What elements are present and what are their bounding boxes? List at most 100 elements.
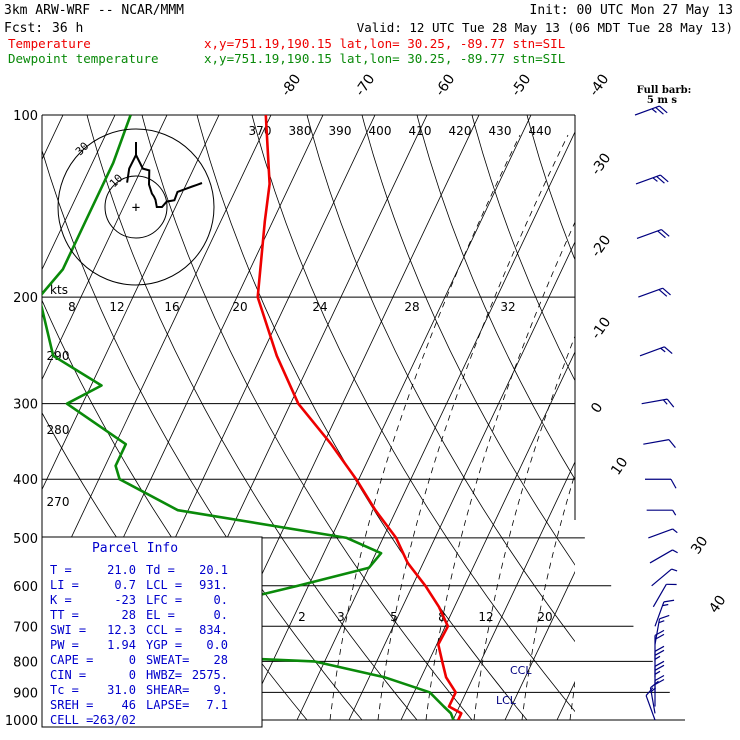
kts-value: 32	[500, 300, 515, 314]
barb-flag	[659, 105, 668, 114]
wind-barb	[654, 599, 675, 627]
barb-half	[671, 568, 678, 572]
barb-half	[650, 687, 656, 693]
isotherm-label: -50	[508, 71, 534, 99]
barb-half	[654, 670, 661, 675]
kts-value: 12	[109, 300, 124, 314]
barb-flag	[654, 664, 665, 671]
parcel-info-cell: HWBZ=	[146, 668, 182, 682]
barb-half	[654, 655, 661, 660]
barb-flag	[660, 174, 669, 183]
theta-label: 410	[409, 124, 432, 138]
isotherm-label: 30	[688, 534, 711, 558]
barb-staff	[649, 687, 656, 714]
parcel-info-cell: -23	[114, 593, 136, 607]
pressure-label: 400	[13, 473, 38, 488]
parcel-info-cell: 9.	[214, 683, 228, 697]
kts-value: 20	[232, 300, 247, 314]
wind-barbs	[634, 105, 678, 721]
barb-flag	[654, 633, 665, 640]
valid-time: Valid: 12 UTC Tue 28 May 13 (06 MDT Tue …	[357, 20, 733, 35]
parcel-info-cell: 28	[214, 653, 228, 667]
parcel-info-title: Parcel Info	[92, 541, 178, 556]
wind-barb	[638, 287, 671, 298]
barb-staff	[643, 439, 670, 445]
parcel-info-cell: SWEAT=	[146, 653, 189, 667]
hodograph: +30 10	[57, 128, 215, 286]
kts-value: 8	[68, 300, 76, 314]
dewpoint-legend-label: Dewpoint temperature	[8, 51, 159, 66]
pressure-label: 1000	[5, 714, 38, 729]
isotherm	[556, 680, 575, 720]
mixing-ratio-label: 12	[478, 610, 493, 624]
moist-adiabat	[569, 681, 575, 720]
parcel-info-cell: K =	[50, 593, 72, 607]
barb-flag	[655, 107, 664, 115]
barb-flag	[654, 660, 665, 667]
lcl-annotation: LCL	[496, 694, 517, 707]
barb-flag	[645, 687, 654, 696]
barb-flag	[659, 614, 670, 620]
isotherm	[42, 115, 116, 271]
barb-staff	[654, 601, 665, 627]
theta-label: 440	[529, 124, 552, 138]
parcel-info-cell: EL =	[146, 608, 175, 622]
sounding-traces	[42, 115, 463, 720]
moist-adiabat	[473, 335, 575, 720]
moist-adiabat	[521, 472, 575, 720]
wind-barb	[654, 674, 665, 707]
hodograph-inner-ring	[104, 175, 168, 239]
barb-flag	[657, 230, 666, 239]
barb-flag	[666, 583, 677, 586]
wind-barb	[643, 439, 676, 449]
parcel-info-cell: LCL =	[146, 578, 182, 592]
pressure-label: 200	[13, 291, 38, 306]
parcel-info-cell: 834.	[199, 623, 228, 637]
barb-half	[651, 108, 657, 113]
isotherms	[42, 115, 740, 720]
barb-legend-units: 5 m s	[647, 95, 678, 106]
parcel-info-cell: 0.	[214, 608, 228, 622]
dry-adiabat	[526, 115, 575, 261]
barb-flag	[650, 680, 659, 689]
pressure-label: 900	[13, 686, 38, 701]
isotherm	[244, 115, 532, 720]
isotherm	[296, 130, 575, 720]
hodograph-label: 10	[107, 172, 126, 191]
barb-half	[672, 549, 678, 554]
parcel-info-cell: 0	[129, 653, 136, 667]
wind-barb	[649, 549, 678, 564]
theta-label: 400	[369, 124, 392, 138]
wind-barb	[639, 346, 673, 357]
parcel-info-cell: YGP =	[146, 638, 182, 652]
kts-value: 24	[312, 300, 327, 314]
isotherm-label: 40	[706, 593, 729, 617]
barb-staff	[641, 398, 668, 405]
theta-label: 390	[329, 124, 352, 138]
parcel-info-cell: Tc =	[50, 683, 79, 697]
parcel-info-cell: TT =	[50, 608, 79, 622]
kts-label: kts	[50, 283, 68, 297]
dry-adiabat	[86, 115, 418, 720]
parcel-info-cell: 931.	[199, 578, 228, 592]
isotherm	[609, 115, 740, 720]
barb-staff	[636, 229, 662, 240]
parcel-info-cell: SWI =	[50, 623, 86, 637]
moist-adiabat	[377, 134, 569, 720]
pressure-label: 800	[13, 655, 38, 670]
barb-staff	[652, 583, 667, 608]
kts-value: 28	[404, 300, 419, 314]
parcel-info-cell: T =	[50, 563, 72, 577]
isotherm-label: -20	[588, 232, 614, 260]
barb-half	[662, 399, 668, 405]
parcel-info-cell: CCL =	[146, 623, 182, 637]
isotherm-label: -60	[432, 71, 458, 99]
moist-adiabat	[425, 221, 575, 720]
wind-barb	[634, 105, 668, 116]
model-title: 3km ARW-WRF -- NCAR/MMM	[4, 3, 184, 18]
pressure-label: 500	[13, 532, 38, 547]
init-time: Init: 00 UTC Mon 27 May 13	[530, 3, 734, 18]
barb-half	[672, 509, 677, 516]
barb-staff	[649, 549, 673, 564]
parcel-info-cell: LFC =	[146, 593, 182, 607]
